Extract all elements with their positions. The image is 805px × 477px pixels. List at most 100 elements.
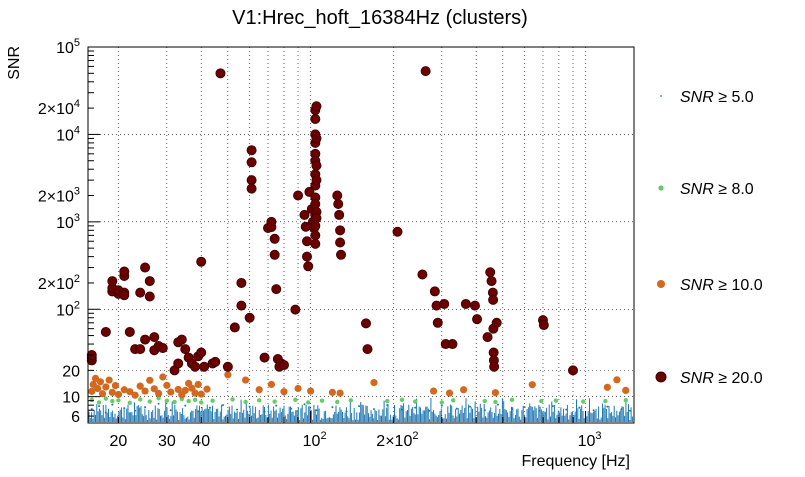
snr10-point: [603, 383, 611, 391]
snr20-point: [246, 145, 257, 156]
snr20-point: [332, 190, 343, 201]
snr5-point: [428, 409, 431, 412]
snr5-point: [578, 406, 581, 409]
snr10-point: [336, 389, 344, 397]
snr10-point: [102, 383, 110, 391]
snr20-point: [311, 160, 322, 171]
snr20-point: [176, 334, 187, 345]
snr10-point: [459, 386, 468, 394]
snr10-point: [131, 391, 139, 399]
snr10-point: [163, 381, 171, 389]
snr8-point: [156, 396, 161, 401]
snr8-point: [482, 398, 488, 404]
snr20-point: [538, 320, 549, 331]
snr8-point: [164, 398, 170, 403]
snr5-point: [523, 406, 526, 409]
snr5-point: [236, 408, 239, 411]
snr20-point: [149, 332, 160, 343]
snr20-point: [140, 334, 151, 345]
snr8-point: [580, 399, 586, 404]
snr20-point: [266, 222, 277, 233]
snr5-point: [134, 409, 137, 412]
legend-item: SNR ≥ 8.0: [658, 181, 754, 198]
snr20-point: [196, 256, 207, 267]
snr20-point: [310, 230, 321, 241]
snr8-point: [243, 399, 248, 405]
snr8-point: [256, 398, 262, 403]
y-tick-label: 6: [71, 409, 80, 426]
snr20-point: [215, 68, 226, 79]
snr10-point: [328, 388, 336, 396]
snr5-point: [248, 405, 251, 408]
snr20-point: [311, 101, 322, 112]
snr20-point: [246, 157, 257, 168]
snr20-point: [229, 322, 240, 333]
snr10-point: [105, 376, 113, 384]
snr20-point: [429, 286, 440, 297]
snr20-point: [246, 175, 257, 186]
snr5-point: [455, 407, 458, 410]
snr5-point: [386, 404, 389, 407]
snr20-point: [157, 343, 168, 354]
snr8-point: [539, 398, 544, 404]
snr5-point: [275, 404, 278, 407]
snr10-point: [194, 380, 202, 389]
legend-item: SNR ≥ 5.0: [660, 89, 754, 106]
snr10-point: [613, 376, 621, 384]
snr8-point: [96, 400, 102, 405]
snr10-point: [197, 390, 205, 398]
snr20-point: [335, 237, 346, 248]
snr20-point: [301, 236, 312, 247]
snr8-point: [493, 399, 498, 405]
snr20-point: [311, 133, 322, 144]
snr10-point: [241, 376, 250, 384]
snr5-point: [620, 408, 623, 411]
snr20-point: [311, 175, 322, 186]
x-tick-label: 2×102: [376, 430, 418, 450]
snr5-point: [208, 406, 211, 409]
snr20-point: [472, 314, 483, 325]
snr20-point: [335, 225, 346, 236]
snr8-point: [306, 400, 311, 405]
snr5-point: [184, 404, 187, 407]
snr5-point: [483, 409, 486, 412]
snr10-point: [174, 385, 182, 394]
snr8-point: [335, 399, 340, 405]
snr20-point: [299, 209, 310, 220]
snr8-point: [199, 400, 204, 405]
snr20-point: [119, 266, 130, 277]
legend-label: SNR ≥ 10.0: [680, 277, 763, 294]
snr10-point: [88, 387, 96, 395]
snr5-point: [123, 407, 126, 410]
snr8-point: [509, 397, 515, 403]
snr20-point: [362, 344, 373, 355]
snr10-point: [150, 385, 158, 393]
y-axis-label: SNR: [6, 46, 23, 80]
snr20-point: [336, 249, 347, 260]
snr8-point: [385, 398, 390, 404]
legend-marker: [655, 371, 667, 383]
snr20-point: [135, 287, 146, 298]
snr8-point: [103, 396, 109, 401]
snr8-point: [116, 398, 121, 403]
snr20-point: [293, 190, 304, 201]
snr10-point: [370, 378, 378, 387]
snr20-point: [124, 326, 135, 337]
snr20-point: [311, 213, 322, 224]
snr5-point: [263, 410, 266, 413]
x-tick-label: 30: [158, 433, 176, 450]
x-tick-label: 102: [303, 430, 327, 450]
x-tick-label: 40: [192, 433, 210, 450]
snr10-point: [294, 384, 302, 393]
snr8-point: [272, 399, 277, 404]
snr10-point: [94, 384, 102, 393]
snr8-point: [603, 398, 608, 404]
snr20-point: [100, 326, 111, 337]
snr10-point: [491, 389, 500, 397]
snr20-point: [269, 233, 280, 244]
snr5-point: [496, 403, 499, 406]
snr20-point: [469, 300, 480, 311]
snr5-point: [565, 408, 568, 411]
snr10-point: [181, 386, 189, 394]
